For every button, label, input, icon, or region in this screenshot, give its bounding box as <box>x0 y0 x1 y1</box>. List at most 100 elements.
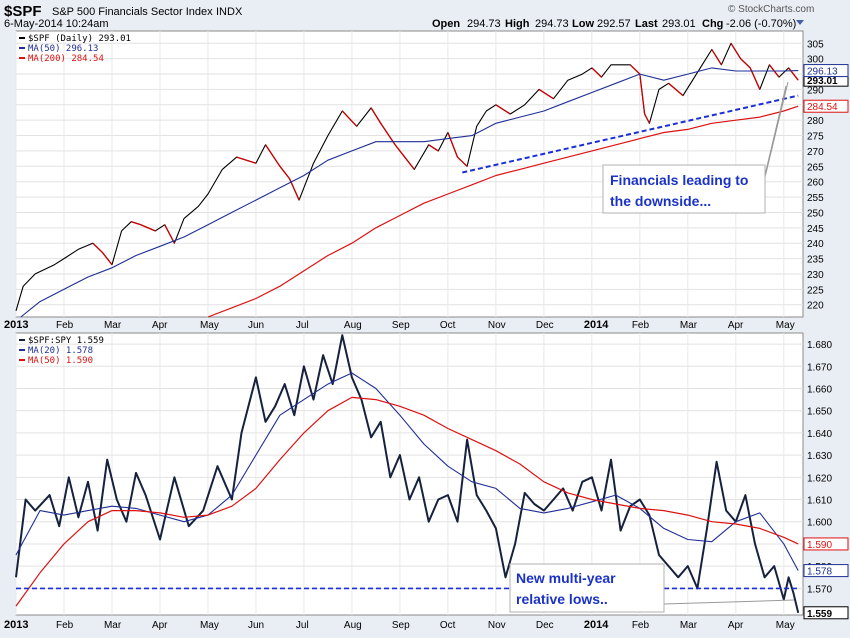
price-x-tick-label: Aug <box>344 320 362 331</box>
price-down-segment <box>394 144 406 158</box>
chg-value: -2.06 (-0.70%) <box>726 18 796 30</box>
quote-strip: Open 294.73 High 294.73 Low 292.57 Last … <box>432 18 796 30</box>
bottom-callout-line-2: relative lows.. <box>516 591 608 607</box>
dropdown-caret-icon[interactable] <box>796 20 804 25</box>
ratio-y-tick-label: 1.570 <box>807 584 832 595</box>
ratio-y-tick-label: 1.610 <box>807 496 832 507</box>
price-y-tick-label: 235 <box>807 255 824 266</box>
price-y-tick-label: 250 <box>807 208 824 219</box>
bottom-callout-pointer <box>663 599 795 605</box>
ratio-x-tick-label: Mar <box>104 620 122 631</box>
ratio-value-tag-box <box>803 537 849 551</box>
price-down-segment <box>404 156 415 170</box>
bottom-callout-line-1: New multi-year <box>516 570 616 586</box>
price-x-tick-label: Mar <box>680 320 698 331</box>
top-callout-pointer-b <box>764 85 787 176</box>
price-y-tick-label: 275 <box>807 132 824 143</box>
ratio-y-tick-label: 1.640 <box>807 429 832 440</box>
price-x-tick-label: Jun <box>248 320 264 331</box>
price-down-segment <box>92 242 103 253</box>
top-callout-line-2: the downside... <box>610 193 711 209</box>
price-x-tick-label: Dec <box>536 320 554 331</box>
symbol-title: $SPF <box>4 3 42 20</box>
ratio-y-tick-label: 1.680 <box>807 340 832 351</box>
price-down-segment <box>740 58 751 69</box>
price-legend-label: MA(50) 296.13 <box>28 44 98 54</box>
price-down-segment <box>591 67 602 78</box>
price-down-segment <box>639 73 646 115</box>
open-label: Open <box>432 18 460 30</box>
price-x-tick-label: Nov <box>488 320 506 331</box>
price-down-segment <box>629 64 641 75</box>
price-down-segment <box>130 221 141 226</box>
watermark: © StockCharts.com <box>728 4 814 15</box>
ratio-series--spf-spy <box>15 334 800 614</box>
price-down-segment <box>538 88 554 100</box>
ratio-x-tick-label: Mar <box>680 620 698 631</box>
last-value: 293.01 <box>662 18 696 30</box>
series-layer <box>15 42 800 614</box>
price-y-tick-label: 290 <box>807 85 824 96</box>
price-value-tag: 284.54 <box>807 102 838 113</box>
price-x-tick-label: Feb <box>632 320 650 331</box>
price-x-tick-label: Sep <box>392 320 410 331</box>
price-down-segment <box>428 144 439 152</box>
price-y-tick-label: 300 <box>807 55 824 66</box>
price-down-segment <box>447 132 459 158</box>
price-down-segment <box>164 224 175 244</box>
ratio-x-tick-label: Dec <box>536 620 554 631</box>
top-callout-line-1: Financials leading to <box>610 172 748 188</box>
price-x-tick-label: Oct <box>440 320 456 331</box>
price-x-tick-label: Apr <box>728 320 744 331</box>
date-stamp: 6-May-2014 10:24am <box>4 18 109 30</box>
price-legend-label: MA(200) 284.54 <box>28 54 104 64</box>
price-y-tick-label: 265 <box>807 162 824 173</box>
price-y-tick-label: 305 <box>807 39 824 50</box>
exchange-label: INDX <box>216 6 243 18</box>
price-y-tick-label: 260 <box>807 178 824 189</box>
ratio-series-ma-50- <box>15 396 799 607</box>
price-x-tick-label: Jul <box>296 320 309 331</box>
price-series-ma-50- <box>20 67 799 318</box>
price-down-segment <box>668 82 684 97</box>
ratio-value-tag: 1.578 <box>807 567 832 578</box>
ratio-value-tag: 1.559 <box>807 609 832 620</box>
price-y-tick-label: 280 <box>807 116 824 127</box>
price-value-tag-box <box>803 99 849 113</box>
ratio-y-tick-label: 1.630 <box>807 451 832 462</box>
ratio-y-tick-label: 1.650 <box>807 407 832 418</box>
ratio-legend-label: $SPF:SPY 1.559 <box>28 336 104 346</box>
ratio-x-tick-label: Apr <box>152 620 168 631</box>
ratio-x-tick-label: Aug <box>344 620 362 631</box>
price-value-tag-box <box>803 64 849 78</box>
price-legend-label: $SPF (Daily) 293.01 <box>28 34 131 44</box>
price-y-tick-label: 230 <box>807 270 824 281</box>
price-down-segment <box>370 107 382 124</box>
ratio-x-tick-label: 2013 <box>4 619 28 631</box>
price-series-ma-200- <box>207 105 799 318</box>
price-down-segment <box>236 156 257 164</box>
open-value: 294.73 <box>467 18 501 30</box>
ratio-x-tick-label: Feb <box>56 620 74 631</box>
price-y-tick-label: 220 <box>807 301 824 312</box>
price-y-tick-label: 225 <box>807 285 824 296</box>
price-down-segment <box>711 49 722 66</box>
ratio-x-tick-label: Oct <box>440 620 456 631</box>
price-down-segment <box>495 104 511 115</box>
ratio-x-tick-label: Nov <box>488 620 506 631</box>
price-x-tick-label: 2013 <box>4 319 28 331</box>
price-down-segment <box>279 165 291 180</box>
price-down-segment <box>644 113 651 124</box>
price-y-tick-label: 240 <box>807 239 824 250</box>
price-y-tick-label: 255 <box>807 193 824 204</box>
low-label: Low <box>572 18 594 30</box>
bottom-callout-box <box>509 563 665 613</box>
index-name: S&P 500 Financials Sector Index <box>52 6 213 18</box>
price-value-tag: 296.13 <box>807 67 838 78</box>
price-value-tag: 293.01 <box>807 76 838 87</box>
ratio-legend-label: MA(50) 1.590 <box>28 356 93 366</box>
price-down-segment <box>730 42 742 60</box>
high-label: High <box>505 18 530 30</box>
